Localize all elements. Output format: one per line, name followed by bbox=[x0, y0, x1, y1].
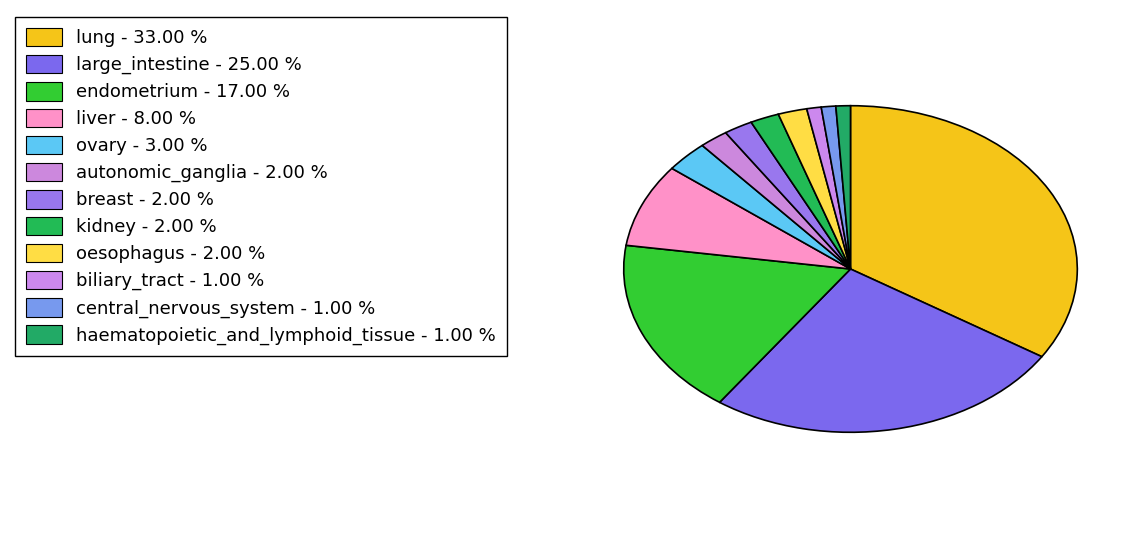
Wedge shape bbox=[850, 105, 1077, 357]
Legend: lung - 33.00 %, large_intestine - 25.00 %, endometrium - 17.00 %, liver - 8.00 %: lung - 33.00 %, large_intestine - 25.00 … bbox=[15, 17, 507, 356]
Wedge shape bbox=[836, 105, 850, 269]
Wedge shape bbox=[821, 106, 850, 269]
Wedge shape bbox=[626, 168, 850, 269]
Wedge shape bbox=[624, 245, 850, 402]
Wedge shape bbox=[751, 114, 850, 269]
Wedge shape bbox=[720, 269, 1042, 433]
Wedge shape bbox=[702, 133, 850, 269]
Wedge shape bbox=[806, 107, 850, 269]
Wedge shape bbox=[726, 122, 850, 269]
Wedge shape bbox=[778, 109, 850, 269]
Wedge shape bbox=[671, 145, 850, 269]
